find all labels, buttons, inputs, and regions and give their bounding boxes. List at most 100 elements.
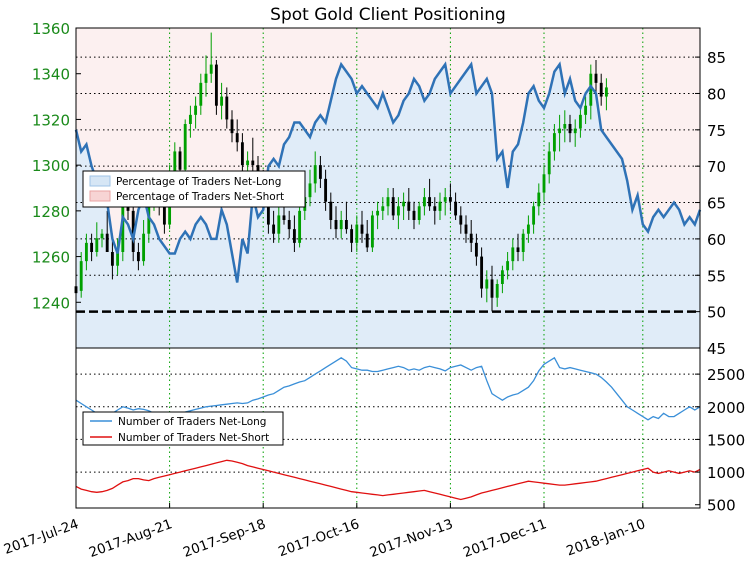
candle-body-31 — [235, 133, 239, 143]
candle-body-71 — [443, 197, 447, 202]
lower-right-tick-label-2: 1500 — [707, 431, 745, 449]
net-short-count-line — [75, 459, 701, 501]
candle-body-42 — [292, 229, 296, 243]
candle-body-23 — [194, 105, 198, 115]
candle-body-92 — [552, 133, 556, 152]
candle-body-83 — [506, 261, 510, 271]
candle-body-12 — [136, 252, 140, 262]
right-tick-label-7: 80 — [707, 85, 726, 103]
candle-body-38 — [272, 224, 276, 234]
candle-body-41 — [287, 220, 291, 230]
candle-body-63 — [402, 201, 406, 207]
lower-right-tick-label-4: 2500 — [707, 366, 745, 384]
x-tick-label-5: 2017-Dec-11 — [461, 516, 549, 561]
candle-body-68 — [428, 197, 432, 207]
candle-body-57 — [370, 215, 374, 248]
candle-body-73 — [454, 201, 458, 216]
candle-body-1 — [79, 261, 83, 291]
lower-right-tick-label-1: 1000 — [707, 464, 745, 482]
candle-body-78 — [480, 256, 484, 289]
candle-body-59 — [381, 206, 385, 211]
candle-body-17 — [162, 206, 166, 225]
left-tick-label-3: 1300 — [32, 157, 70, 175]
legend-net-short-label: Percentage of Traders Net-Short — [116, 191, 284, 203]
candle-body-29 — [225, 96, 229, 120]
candle-body-39 — [277, 215, 281, 234]
x-tick-label-4: 2017-Nov-13 — [368, 516, 455, 561]
left-tick-label-5: 1340 — [32, 66, 70, 84]
lower-right-axis-ticks: 500 1000 1500 2000 2500 — [695, 366, 745, 515]
legend-lower: Number of Traders Net-Long Number of Tra… — [82, 411, 284, 446]
candle-body-79 — [485, 279, 489, 289]
candle-body-93 — [558, 128, 562, 134]
candle-body-60 — [386, 197, 390, 207]
candle-body-49 — [329, 201, 333, 220]
candle-body-52 — [344, 220, 348, 230]
candle-body-45 — [308, 183, 312, 198]
candle-body-8 — [116, 252, 120, 266]
legend-upper: Percentage of Traders Net-Long Percentag… — [82, 170, 306, 208]
lower-panel-frame — [75, 347, 701, 509]
candle-body-89 — [537, 192, 541, 207]
candle-body-86 — [521, 233, 525, 252]
left-tick-label-1: 1260 — [32, 249, 70, 267]
x-tick-label-3: 2017-Oct-16 — [276, 516, 361, 560]
candle-body-64 — [407, 201, 411, 211]
candle-body-69 — [433, 206, 437, 211]
candle-body-53 — [350, 229, 354, 243]
lower-right-tick-label-3: 2000 — [707, 399, 745, 417]
pct-net-long-line — [74, 61, 702, 283]
right-tick-label-5: 70 — [707, 158, 726, 176]
candle-body-26 — [209, 64, 213, 74]
candle-body-85 — [516, 247, 520, 252]
candle-body-88 — [532, 206, 536, 225]
candle-body-94 — [563, 124, 567, 129]
candle-body-95 — [568, 124, 572, 134]
candle-body-61 — [391, 197, 395, 216]
candle-body-75 — [464, 224, 468, 234]
candle-body-28 — [220, 96, 224, 106]
candle-body-102 — [604, 87, 608, 97]
candle-body-30 — [230, 119, 234, 134]
candle-body-67 — [422, 197, 426, 207]
candle-body-58 — [376, 210, 380, 216]
candle-body-3 — [90, 242, 94, 252]
x-tick-label-0: 2017-Jul-24 — [2, 516, 81, 558]
candle-body-81 — [495, 284, 499, 298]
candle-body-21 — [183, 124, 187, 170]
candle-body-43 — [298, 210, 302, 243]
candle-body-51 — [339, 220, 343, 230]
candle-body-62 — [396, 206, 400, 216]
candle-body-101 — [599, 82, 603, 97]
candle-body-99 — [589, 73, 593, 106]
candle-body-56 — [365, 233, 369, 248]
lower-right-tick-label-0: 500 — [707, 497, 736, 515]
candle-body-7 — [110, 252, 114, 266]
right-tick-label-2: 55 — [707, 267, 726, 285]
upper-panel: 1240 1260 1280 1300 1320 1340 1360 45 50 55 60 65 7… — [32, 20, 726, 358]
candle-body-48 — [324, 178, 328, 202]
left-axis-ticks: 1240 1260 1280 1300 1320 1340 1360 — [32, 20, 81, 312]
candle-body-97 — [578, 114, 582, 129]
left-tick-label-4: 1320 — [32, 111, 70, 129]
x-axis-ticks: 2017-Jul-24 2017-Aug-21 2017-Sep-18 2017-Oc… — [2, 503, 648, 561]
x-tick-label-1: 2017-Aug-21 — [87, 516, 175, 561]
candle-body-33 — [246, 160, 250, 166]
legend-net-long-count-label: Number of Traders Net-Long — [118, 416, 266, 428]
candle-body-46 — [313, 165, 317, 184]
right-tick-label-3: 60 — [707, 231, 726, 249]
candle-body-84 — [511, 247, 515, 262]
candle-body-37 — [266, 197, 270, 225]
right-tick-label-1: 50 — [707, 304, 726, 322]
candle-body-90 — [542, 174, 546, 193]
candle-body-87 — [526, 224, 530, 234]
candle-body-47 — [318, 165, 322, 179]
candle-body-70 — [438, 201, 442, 211]
legend-net-short-count-label: Number of Traders Net-Short — [118, 432, 269, 444]
candle-body-100 — [594, 73, 598, 83]
right-tick-label-0: 45 — [707, 340, 726, 358]
candle-body-34 — [251, 160, 255, 166]
candle-body-22 — [188, 114, 192, 124]
candle-body-55 — [360, 224, 364, 234]
